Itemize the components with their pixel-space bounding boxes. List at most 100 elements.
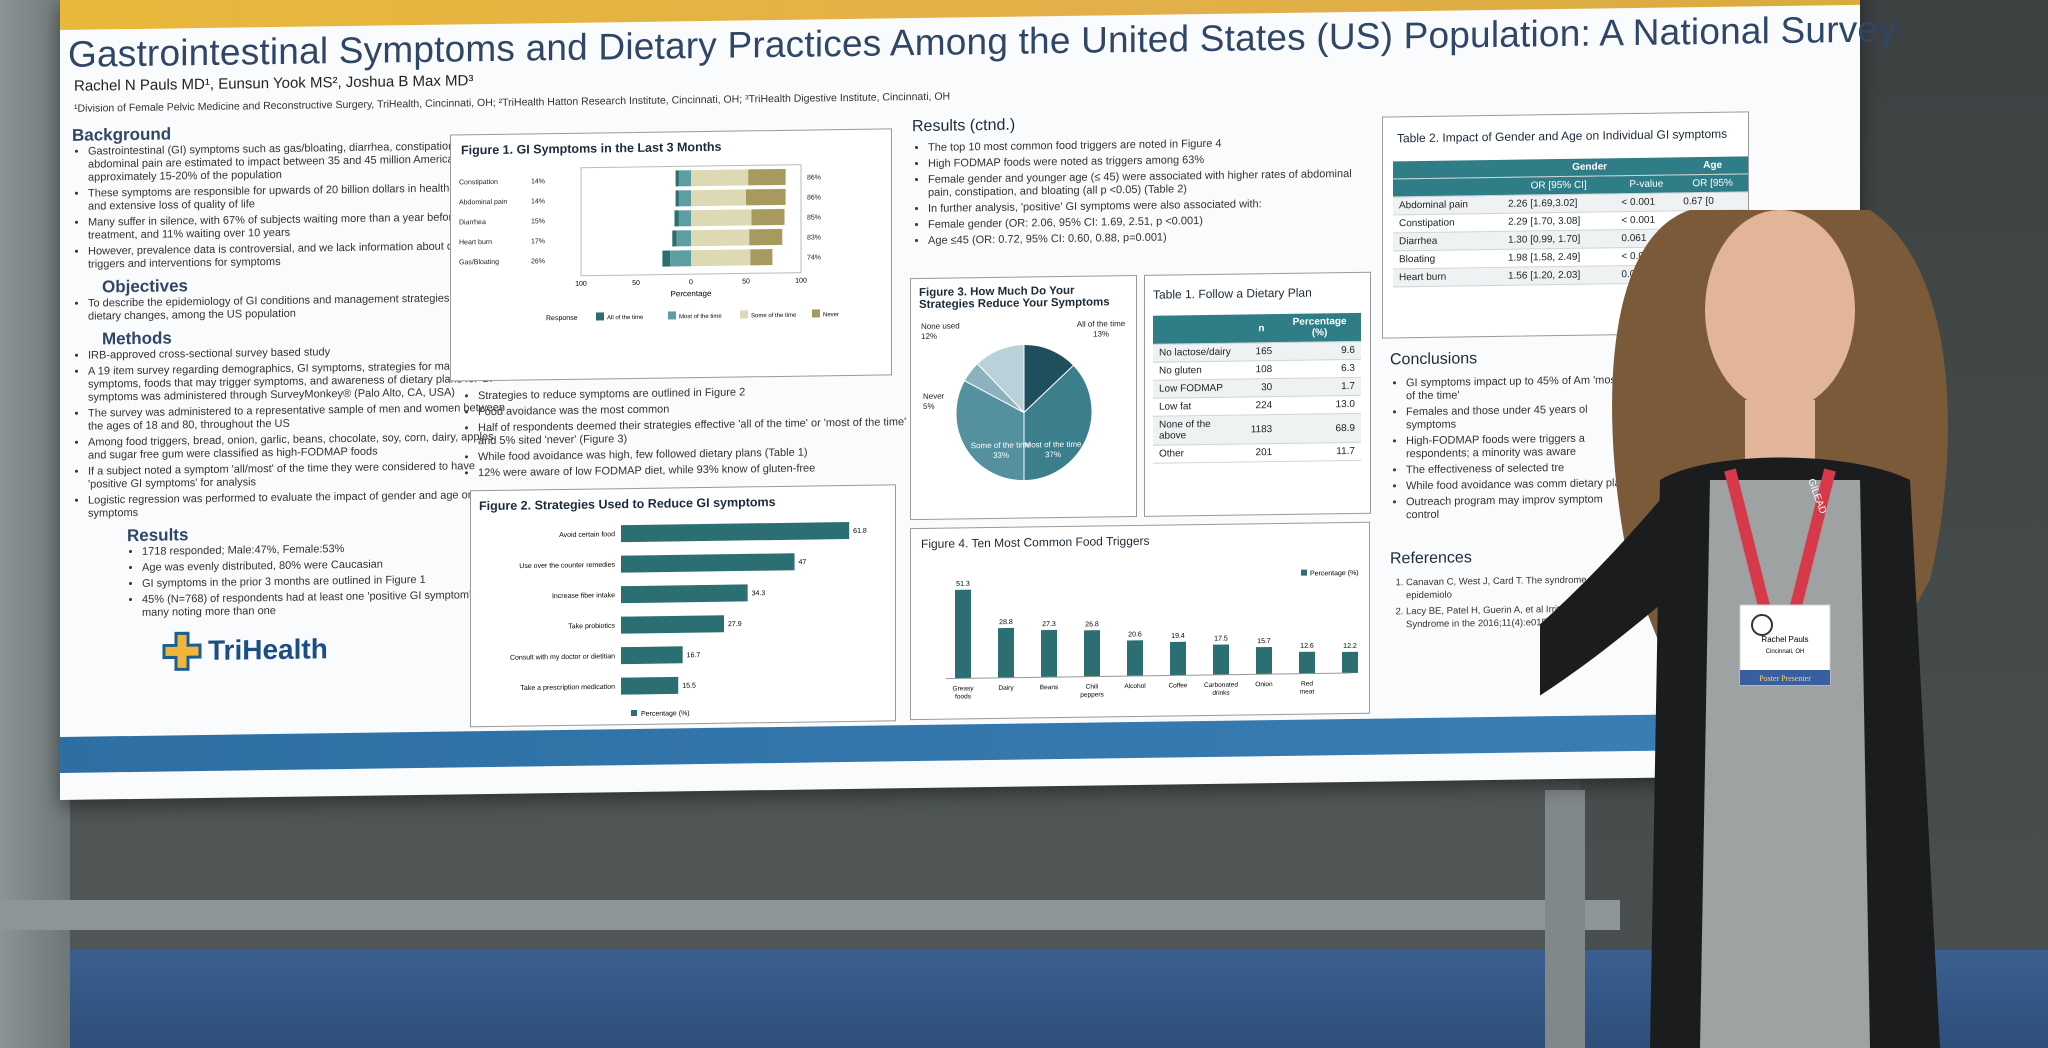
figure1-category-label: Heart burn: [459, 239, 492, 246]
figure3-slice: [1023, 344, 1075, 414]
figure4-category-label: Beans: [1040, 684, 1059, 691]
figure1-left-label: 26%: [531, 258, 545, 265]
figure3-slice: [955, 379, 1025, 482]
figure4-category-label: peppers: [1080, 691, 1104, 698]
table1-cell: 9.6: [1278, 341, 1361, 361]
figure1-bar-segment: [670, 250, 692, 267]
methods-item: Logistic regression was performed to eva…: [88, 489, 512, 521]
figure2-title: Figure 2. Strategies Used to Reduce GI s…: [479, 495, 776, 514]
figure1-bar-segment: [675, 170, 679, 187]
objectives-list: To describe the epidemiology of GI condi…: [72, 292, 512, 324]
figure1-bar-segment: [674, 210, 679, 227]
figure1-bar-segment: [749, 228, 783, 246]
figure4-bar: [1041, 629, 1057, 678]
table2-cell: Heart burn: [1393, 267, 1502, 287]
display-frame-right: [1545, 790, 1585, 1048]
table1-cell: 68.9: [1278, 413, 1361, 444]
figure1-category-label: Gas/Bloating: [459, 259, 499, 267]
figure1-left-label: 14%: [531, 178, 545, 185]
figure4-category-label: Carbonated: [1204, 682, 1238, 689]
poster-authors: Rachel N Pauls MD¹, Eunsun Yook MS², Jos…: [74, 72, 474, 95]
figure4-category-label: Dairy: [998, 685, 1014, 692]
figure4-value-label: 15.7: [1257, 638, 1271, 645]
figure1-tick: 50: [742, 278, 750, 285]
presenter-patterned-dress: [1700, 480, 1870, 1048]
figure1-category-label: Diarrhea: [459, 219, 486, 226]
figure1-legend-label: Most of the time: [679, 314, 722, 321]
figure2-category-label: Take a prescription medication: [520, 684, 615, 692]
table1-cell: Low FODMAP: [1153, 378, 1245, 399]
figure1-bar-segment: [678, 190, 691, 207]
figure1-left-label: 17%: [531, 238, 545, 245]
research-poster: Gastrointestinal Symptoms and Dietary Pr…: [60, 0, 1897, 801]
results-ctnd-heading: Results (ctnd.): [912, 116, 1016, 136]
figure3-box: Figure 3. How Much Do Your Strategies Re…: [910, 274, 1137, 521]
table1-cell: 201: [1244, 443, 1279, 462]
figure4-bar: [1213, 644, 1229, 675]
table2-corner: [1393, 177, 1502, 197]
figure1-legend-title: Response: [546, 315, 578, 322]
figure3-label: Most of the time37%: [1025, 440, 1082, 460]
figure1-bar-segment: [672, 230, 677, 247]
figure2-category-label: Avoid certain food: [559, 531, 615, 539]
figure2-value-label: 47: [799, 559, 807, 566]
figure4-legend-label: Percentage (%): [1310, 570, 1359, 578]
figure2-bar: [621, 584, 748, 604]
figure2-value-label: 34.3: [752, 590, 766, 597]
figure1-chart: Constipation 14% 86% Abdominal pain 14% 86% Di…: [459, 164, 839, 322]
figure3-label: Some of the time33%: [971, 440, 1032, 460]
results-item: 45% (N=768) of respondents had at least …: [142, 589, 512, 620]
figure4-value-label: 17.5: [1214, 635, 1228, 642]
figure1-bar-segment: [691, 249, 751, 267]
figure1-bar-segment: [748, 168, 786, 186]
figure1-bar-segment: [678, 170, 691, 187]
table2-cell: Constipation: [1393, 213, 1502, 233]
figure1-legend-swatch: [740, 310, 748, 319]
table1-row: None of the above 1183 68.9: [1153, 413, 1361, 446]
table1-cell: 1183: [1244, 414, 1279, 444]
table1-cell: 224: [1244, 396, 1279, 415]
figure1-bar-segment: [751, 208, 785, 226]
figure2-bar: [621, 553, 795, 573]
figure2-bar: [621, 615, 725, 634]
figure2-category-label: Use over the counter remedies: [519, 562, 615, 570]
figure4-bar: [1127, 640, 1143, 677]
table1-cell: No gluten: [1153, 360, 1245, 381]
table1-cell: Other: [1153, 443, 1245, 464]
figure1-title: Figure 1. GI Symptoms in the Last 3 Mont…: [461, 139, 722, 158]
methods-item: The survey was administered to a represe…: [88, 402, 512, 434]
figure1-left-label: 15%: [531, 218, 545, 225]
methods-item: Among food triggers, bread, onion, garli…: [88, 431, 512, 463]
results-list: 1718 responded; Male:47%, Female:53%Age …: [72, 541, 512, 621]
figure1-box: Figure 1. GI Symptoms in the Last 3 Mont…: [450, 128, 892, 382]
badge-ribbon-text: Poster Presenter: [1759, 674, 1811, 683]
figure4-value-label: 28.8: [999, 619, 1013, 626]
figure1-bar-segment: [676, 230, 691, 247]
figure4-category-label: Red: [1301, 680, 1313, 687]
figure1-tick: 0: [689, 279, 693, 286]
figure4-bar: [1170, 641, 1186, 676]
figure4-bar: [955, 589, 971, 679]
results-ctnd-section: Results (ctnd.) The top 10 most common f…: [912, 112, 1362, 251]
table1-cell: No lactose/dairy: [1153, 342, 1245, 363]
table1-cell: 13.0: [1278, 395, 1361, 415]
methods-item: If a subject noted a symptom 'all/most' …: [88, 460, 512, 492]
figure4-category-label: Coffee: [1168, 682, 1187, 689]
figure1-category-label: Constipation: [459, 179, 498, 187]
figure1-tick: 100: [795, 278, 807, 285]
figure2-bar: [621, 646, 683, 665]
figure2-legend-label: Percentage (%): [641, 710, 690, 718]
table1-cell: Low fat: [1153, 396, 1245, 417]
figure4-value-label: 27.3: [1042, 621, 1056, 628]
figure1-bar-segment: [691, 169, 749, 187]
figure1-legend-swatch: [812, 309, 820, 318]
background-item: Gastrointestinal (GI) symptoms such as g…: [88, 140, 512, 185]
badge-city: Cincinnati, OH: [1766, 649, 1805, 655]
figure1-xlabel: Percentage: [671, 289, 712, 299]
figure4-category-label: drinks: [1212, 690, 1230, 697]
figure1-bar-segment: [691, 189, 746, 207]
figure1-tick: 100: [575, 281, 587, 288]
figure4-category-label: Chili: [1086, 684, 1099, 691]
table1-header: n: [1244, 313, 1279, 343]
figure1-bar-segment: [750, 249, 773, 266]
